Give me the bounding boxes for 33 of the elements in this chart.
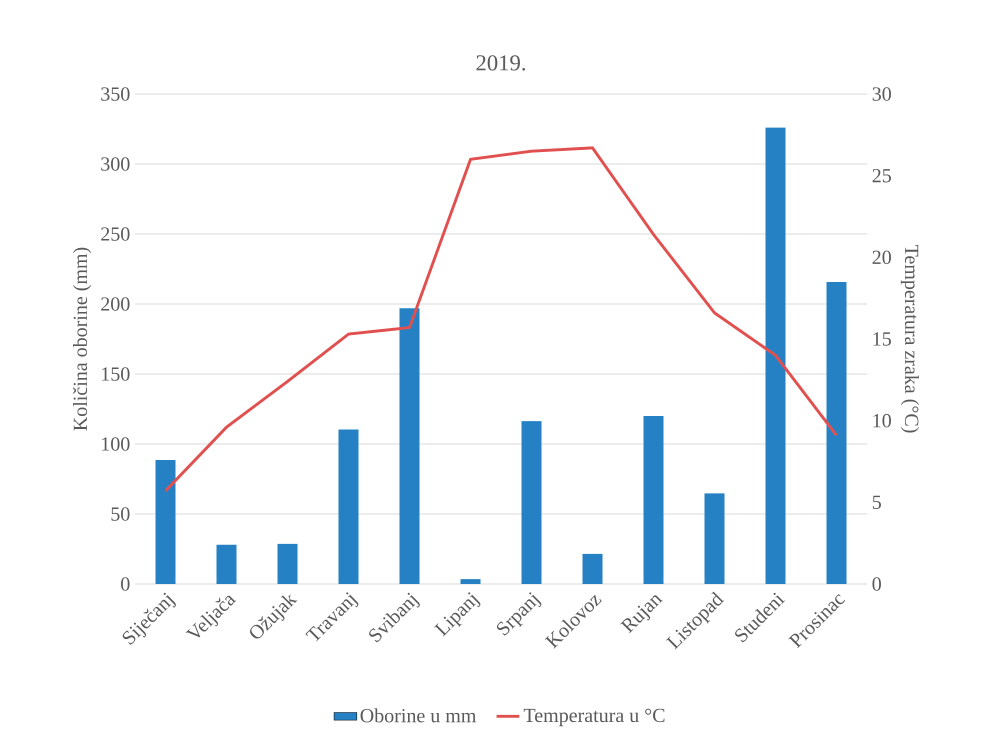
chart-title: 2019.	[476, 55, 526, 71]
y2-tick-label: 0	[872, 577, 881, 591]
y-tick-label: 200	[101, 297, 130, 311]
y-tick-label: 0	[121, 577, 130, 591]
legend-label: Temperatura u °C	[524, 708, 664, 726]
y2-tick-label: 20	[872, 250, 891, 264]
bar	[278, 544, 298, 584]
y-tick-label: 50	[111, 507, 130, 521]
y-tick-label: 100	[102, 437, 130, 451]
bar	[400, 308, 420, 584]
y-axis-title: Količina oborine (mm)	[72, 248, 92, 431]
y2-tick-label: 10	[873, 414, 891, 428]
bar	[644, 416, 664, 584]
bar	[582, 554, 603, 584]
bar	[826, 282, 847, 584]
bar	[704, 493, 725, 584]
y-tick-label: 150	[102, 367, 130, 381]
bar	[460, 579, 481, 584]
line-series	[164, 146, 838, 492]
y2-tick-label: 30	[872, 87, 891, 101]
y2-tick-label: 25	[872, 168, 891, 182]
y-tick-label: 250	[101, 227, 130, 241]
y-tick-label: 300	[101, 157, 130, 171]
y2-tick-label: 15	[873, 332, 891, 346]
bar	[338, 429, 358, 584]
bar	[156, 460, 176, 584]
bar	[766, 128, 786, 584]
legend-label: Oborine u mm	[360, 708, 476, 722]
y2-axis-title: Temperatura zraka (°C)	[900, 244, 919, 432]
y2-tick-label: 5	[872, 496, 881, 509]
bar	[522, 421, 542, 584]
y-tick-label: 350	[101, 87, 130, 101]
bar	[216, 544, 237, 584]
